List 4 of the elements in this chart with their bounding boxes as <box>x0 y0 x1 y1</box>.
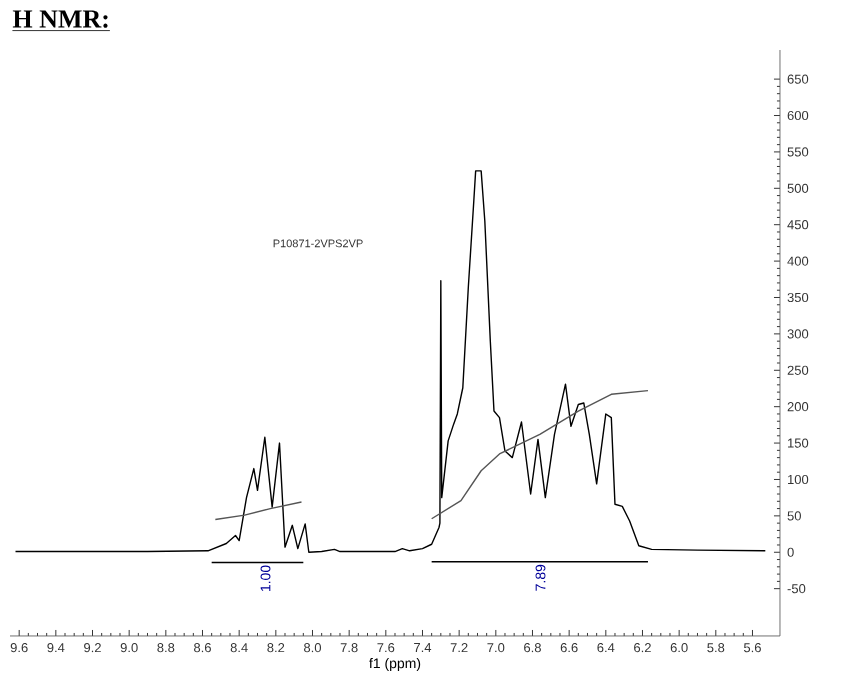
line-series <box>214 501 303 521</box>
line-series <box>14 170 767 553</box>
chart-title: H NMR: <box>12 10 108 28</box>
line-series <box>430 389 649 520</box>
